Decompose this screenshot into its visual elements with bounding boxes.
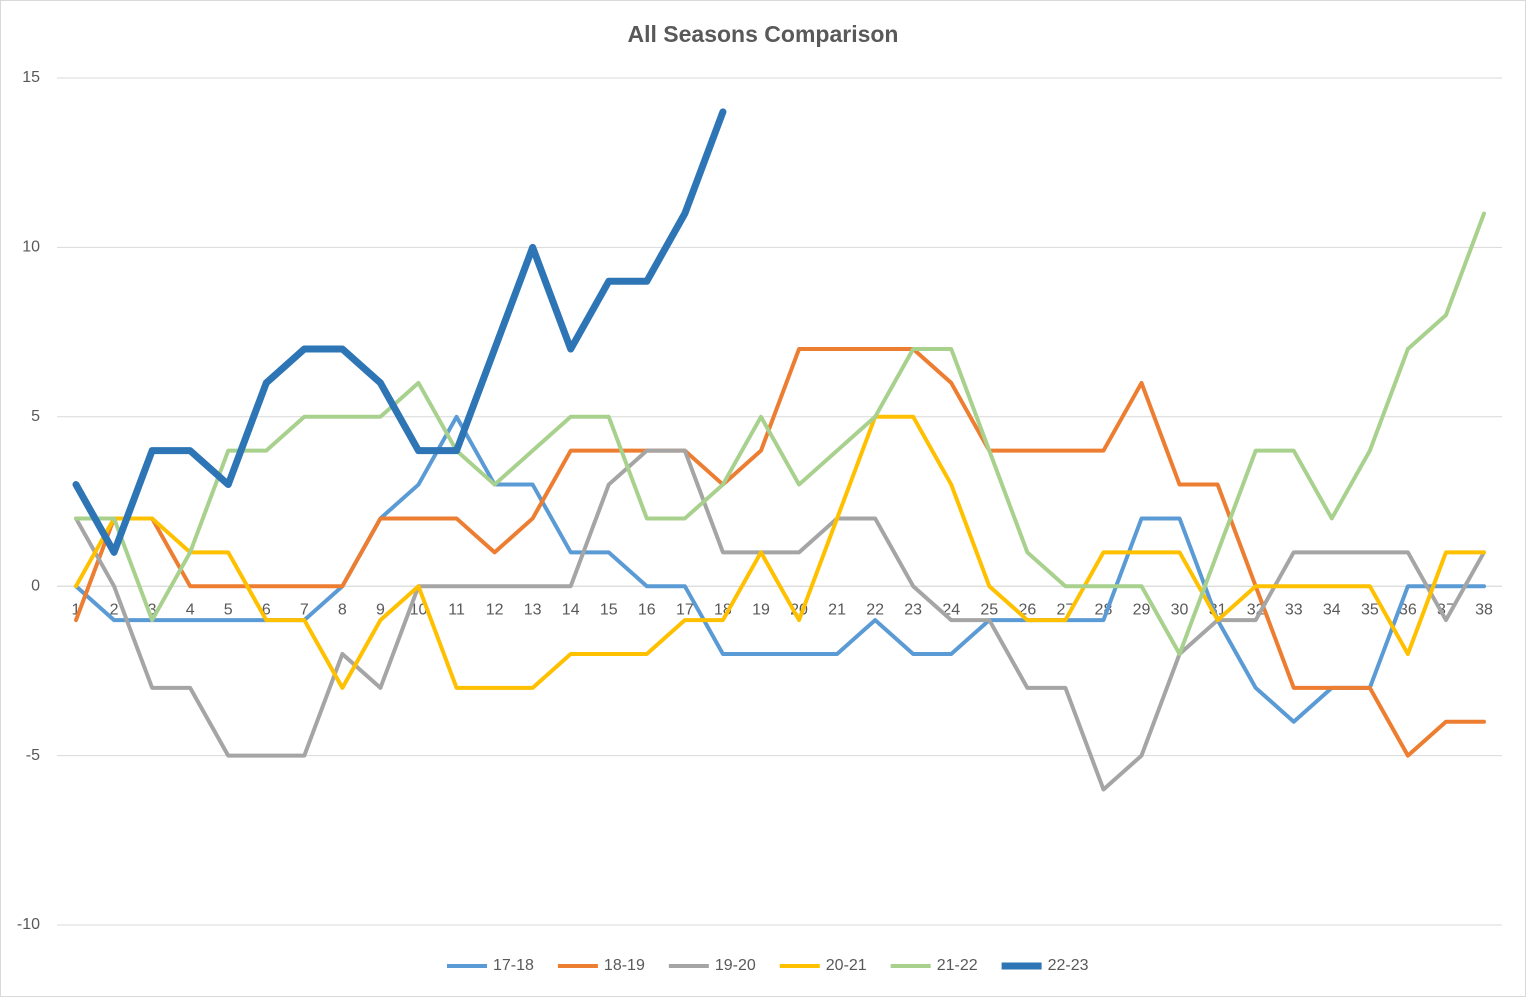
x-tick-label: 6 [262, 601, 271, 618]
series-line [74, 211, 1486, 656]
y-tick-label: -5 [26, 747, 40, 764]
y-tick-label: -10 [17, 916, 40, 933]
x-tick-label: 3 [148, 601, 157, 618]
y-tick-label: 15 [22, 69, 40, 86]
legend-label: 18-19 [604, 957, 645, 974]
y-tick-label: 10 [22, 239, 40, 256]
x-tick-label: 2 [110, 601, 119, 618]
y-tick-label: 0 [31, 577, 40, 594]
x-tick-label: 30 [1171, 601, 1189, 618]
x-tick-label: 35 [1361, 601, 1379, 618]
series-line [74, 448, 1486, 792]
legend-label: 22-23 [1048, 957, 1089, 974]
x-tick-label: 38 [1475, 601, 1493, 618]
x-tick-label: 11 [448, 601, 465, 618]
x-tick-label: 10 [410, 601, 428, 618]
legend: 17-18 18-19 19-20 20-21 21-22 22-23 [447, 957, 1089, 974]
legend-label: 19-20 [715, 957, 756, 974]
x-tick-label: 29 [1133, 601, 1151, 618]
x-tick-label: 5 [224, 601, 233, 618]
x-tick-label: 1 [72, 601, 81, 618]
x-tick-label: 23 [904, 601, 922, 618]
x-tick-label: 21 [828, 601, 846, 618]
x-tick-label: 8 [338, 601, 347, 618]
legend-label: 20-21 [826, 957, 867, 974]
chart-title: All Seasons Comparison [628, 21, 899, 47]
series-line [72, 108, 727, 556]
legend-label: 17-18 [493, 957, 534, 974]
x-tick-label: 12 [486, 601, 504, 618]
x-tick-label: 36 [1399, 601, 1417, 618]
x-tick-label: 16 [638, 601, 656, 618]
series-line [74, 414, 1486, 724]
x-tick-label: 14 [562, 601, 580, 618]
x-tick-label: 4 [186, 601, 195, 618]
x-tick-label: 7 [300, 601, 309, 618]
x-tick-label: 19 [752, 601, 770, 618]
x-tick-label: 34 [1323, 601, 1341, 618]
x-tick-label: 25 [980, 601, 998, 618]
x-tick-label: 17 [676, 601, 694, 618]
x-tick-label: 15 [600, 601, 618, 618]
x-tick-label: 9 [376, 601, 385, 618]
x-tick-label: 22 [866, 601, 884, 618]
series-line [74, 414, 1486, 690]
x-tick-label: 33 [1285, 601, 1303, 618]
x-tick-label: 13 [524, 601, 542, 618]
legend-label: 21-22 [937, 957, 978, 974]
series-line [74, 347, 1486, 758]
y-tick-label: 5 [31, 408, 40, 425]
